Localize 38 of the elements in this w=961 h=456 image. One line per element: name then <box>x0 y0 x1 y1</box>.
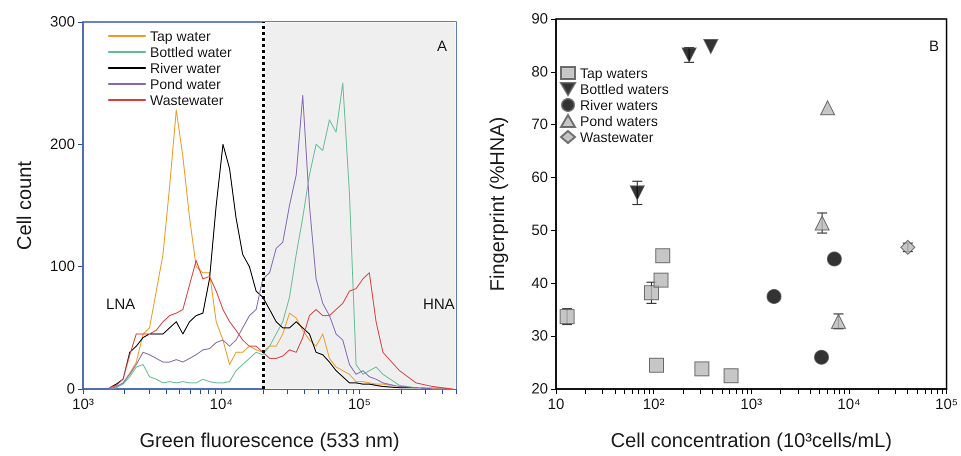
y-axis-title: Cell count <box>14 160 36 250</box>
legend-label: Pond waters <box>580 113 658 129</box>
y-tick-label: 50 <box>531 222 548 239</box>
y-axis-title: Fingerprint (%HNA) <box>487 116 509 292</box>
annotation: HNA <box>423 296 455 313</box>
y-tick-label: 100 <box>50 258 75 276</box>
y-tick-label: 20 <box>531 380 548 398</box>
x-tick-label: 10⁵ <box>935 396 958 413</box>
annotation: LNA <box>106 296 136 313</box>
annotation: B <box>929 38 940 55</box>
x-tick-label: 10 <box>548 396 564 413</box>
legend-label: Wastewater <box>150 92 224 108</box>
y-tick-label: 80 <box>531 63 548 80</box>
legend-label: Pond water <box>150 76 222 92</box>
legend-label: Tap water <box>150 28 212 44</box>
y-tick-label: 300 <box>50 14 75 30</box>
x-tick-label: 10⁴ <box>210 396 233 413</box>
y-tick-label: 30 <box>531 328 548 345</box>
y-tick-label: 70 <box>531 116 548 134</box>
x-tick-label: 10³ <box>740 396 762 413</box>
x-tick-label: 10⁴ <box>837 396 860 413</box>
legend-label: Bottled waters <box>580 81 669 97</box>
legend-label: Tap waters <box>580 65 648 81</box>
legend-label: Bottled water <box>150 44 232 60</box>
y-tick-label: 60 <box>531 169 548 186</box>
y-tick-label: 40 <box>531 274 548 292</box>
y-tick-label: 200 <box>50 136 75 153</box>
legend-label: Wastewater <box>580 129 654 145</box>
x-axis-title: Green fluorescence (533 nm) <box>139 430 400 452</box>
y-tick-label: 90 <box>531 10 548 28</box>
legend-label: River waters <box>580 97 658 113</box>
x-tick-label: 10³ <box>72 396 94 413</box>
x-tick-label: 10⁵ <box>348 396 371 413</box>
annotation: A <box>437 38 448 55</box>
y-tick-label: 0 <box>66 380 75 398</box>
x-tick-label: 10² <box>642 396 664 413</box>
legend-label: River water <box>150 60 222 76</box>
x-axis-title: Cell concentration (10³cells/mL) <box>610 430 892 452</box>
